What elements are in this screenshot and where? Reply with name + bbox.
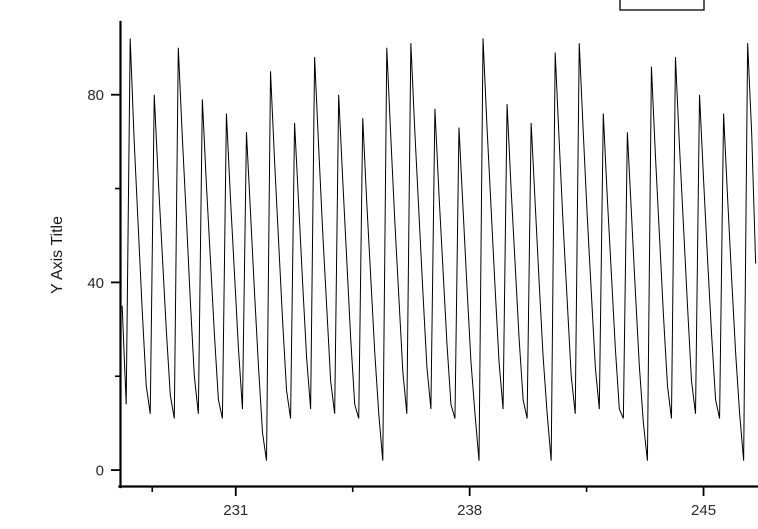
y-axis-ticks (111, 93, 121, 471)
x-axis-tick-labels: 231 238 245 (223, 502, 716, 519)
data-series-group (121, 38, 757, 461)
y-axis-tick-labels: 0 40 80 (87, 87, 104, 479)
x-axis-ticks (151, 486, 705, 496)
y-axis-title: Y Axis Title (49, 216, 66, 294)
y-tick-label: 0 (96, 463, 104, 480)
x-tick-label: 238 (457, 502, 482, 519)
x-tick-label: 245 (691, 502, 716, 519)
legend-box[interactable] (619, 0, 705, 11)
x-tick-label: 231 (223, 502, 248, 519)
y-tick-label: 80 (87, 87, 104, 104)
y-tick-label: 40 (87, 275, 104, 292)
data-series-line (121, 38, 757, 461)
